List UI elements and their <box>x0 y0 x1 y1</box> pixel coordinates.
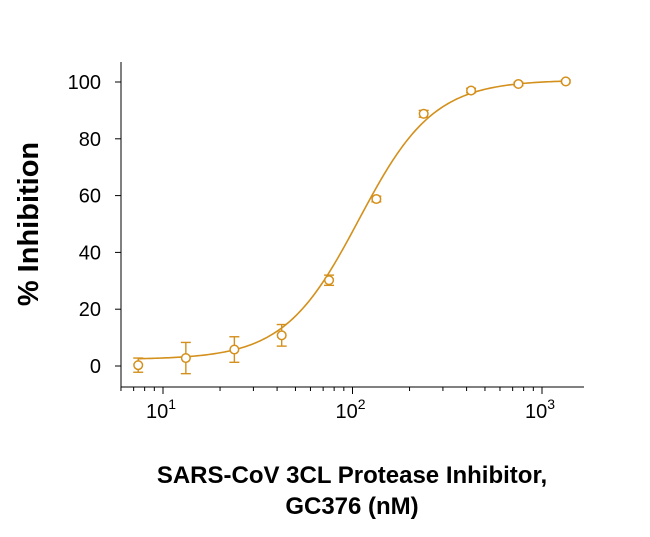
y-ticks: 0 20 40 60 80 100 <box>68 72 121 378</box>
y-axis: 0 20 40 60 80 100 <box>68 62 122 387</box>
data-point <box>560 76 571 87</box>
data-point <box>371 193 382 205</box>
y-tick-label: 100 <box>68 72 101 94</box>
y-tick-label: 20 <box>79 299 101 321</box>
data-point <box>323 275 335 286</box>
data-point <box>276 330 287 341</box>
data-point <box>466 85 477 96</box>
fit-curve <box>138 80 566 360</box>
x-axis: 101 102 103 <box>120 386 584 423</box>
data-point <box>133 360 144 371</box>
y-tick-label: 40 <box>79 242 101 264</box>
y-tick-label: 60 <box>79 186 101 208</box>
data-point <box>180 352 191 364</box>
y-tick-label: 0 <box>90 356 101 378</box>
y-axis-title: % Inhibition <box>13 142 45 306</box>
y-tick-label: 80 <box>79 129 101 151</box>
x-tick-label: 103 <box>525 396 555 423</box>
x-ticks: 101 102 103 <box>120 387 555 423</box>
x-axis-title-line-1: SARS-CoV 3CL Protease Inhibitor, <box>157 462 547 489</box>
x-axis-title-line-2: GC376 (nM) <box>285 493 418 520</box>
data-point <box>418 108 429 119</box>
data-point <box>513 78 524 90</box>
plot-area <box>133 76 571 375</box>
x-tick-label: 101 <box>146 396 176 423</box>
x-tick-label: 102 <box>335 396 365 423</box>
data-point <box>229 344 240 355</box>
